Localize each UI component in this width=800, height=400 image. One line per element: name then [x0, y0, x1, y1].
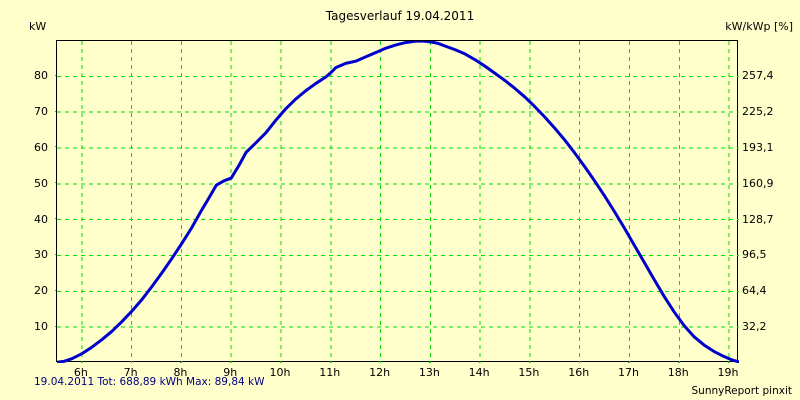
x-tick-label: 14h: [468, 366, 490, 379]
x-tick-label: 12h: [369, 366, 391, 379]
x-tick-label: 15h: [518, 366, 540, 379]
x-tick-label: 11h: [319, 366, 341, 379]
y-tick-label-left: 30: [34, 248, 48, 262]
y-tick-label-left: 50: [34, 176, 48, 190]
chart-title: Tagesverlauf 19.04.2011: [325, 9, 475, 23]
y-tick-label-right: 128,7: [742, 212, 774, 226]
y-tick-label-left: 10: [34, 320, 48, 334]
data-series-line: [57, 41, 739, 363]
y-tick-label-right: 160,9: [742, 176, 774, 190]
plot-area: [56, 40, 739, 363]
x-tick-label: 7h: [123, 366, 138, 379]
y-tick-label-right: 193,1: [742, 140, 774, 154]
footer-summary: 19.04.2011 Tot: 688,89 kWh Max: 89,84 kW: [34, 376, 265, 388]
y-tick-label-right: 225,2: [742, 105, 774, 119]
x-tick-label: 10h: [269, 366, 291, 379]
y-axis-label-right: kW/kWp [%]: [725, 20, 793, 33]
y-tick-label-left: 20: [34, 284, 48, 298]
x-tick-label: 19h: [717, 366, 739, 379]
x-tick-label: 18h: [667, 366, 689, 379]
x-tick-label: 9h: [223, 366, 238, 379]
x-tick-label: 8h: [173, 366, 188, 379]
y-tick-label-right: 64,4: [742, 284, 767, 298]
x-tick-label: 13h: [418, 366, 440, 379]
grid-lines: [57, 41, 739, 363]
y-tick-label-left: 60: [34, 140, 48, 154]
x-tick-label: 17h: [617, 366, 639, 379]
y-tick-label-right: 257,4: [742, 69, 774, 83]
x-tick-label: 6h: [73, 366, 88, 379]
footer-credit: SunnyReport pinxit: [691, 385, 792, 397]
y-tick-label-left: 40: [34, 212, 48, 226]
y-tick-label-left: 70: [34, 105, 48, 119]
y-tick-label-right: 32,2: [742, 320, 767, 334]
y-tick-label-right: 96,5: [742, 248, 767, 262]
y-axis-label-left: kW: [29, 20, 47, 33]
x-tick-label: 16h: [568, 366, 590, 379]
y-tick-label-left: 80: [34, 69, 48, 83]
